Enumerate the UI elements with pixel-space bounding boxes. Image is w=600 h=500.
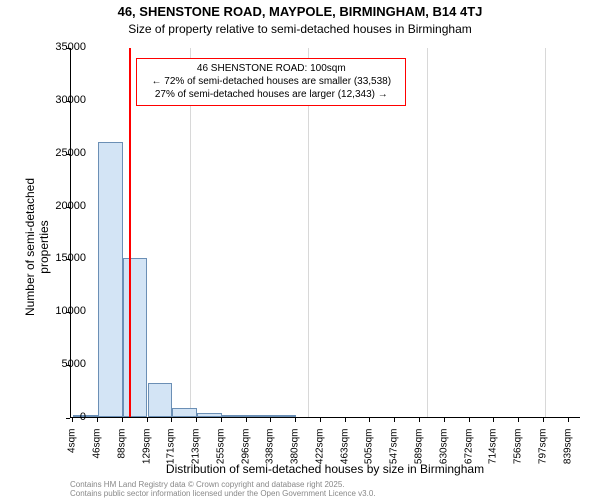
x-tick-mark: [493, 418, 494, 422]
x-tick-mark: [122, 418, 123, 422]
x-tick-mark: [246, 418, 247, 422]
y-tick-label: 35000: [38, 41, 86, 53]
x-tick-mark: [196, 418, 197, 422]
gridline-v: [427, 48, 428, 417]
histogram-bar: [148, 383, 173, 417]
gridline-v: [545, 48, 546, 417]
histogram-bar: [247, 415, 272, 417]
y-tick-mark: [66, 259, 70, 260]
x-tick-mark: [97, 418, 98, 422]
x-tick-mark: [543, 418, 544, 422]
x-tick-mark: [394, 418, 395, 422]
x-tick-mark: [270, 418, 271, 422]
x-tick-mark: [419, 418, 420, 422]
y-tick-label: 0: [38, 411, 86, 423]
x-tick-mark: [369, 418, 370, 422]
y-tick-mark: [66, 101, 70, 102]
x-tick-mark: [295, 418, 296, 422]
property-size-histogram: 46, SHENSTONE ROAD, MAYPOLE, BIRMINGHAM,…: [0, 0, 600, 500]
x-tick-mark: [147, 418, 148, 422]
x-tick-mark: [444, 418, 445, 422]
y-tick-mark: [66, 365, 70, 366]
chart-title: 46, SHENSTONE ROAD, MAYPOLE, BIRMINGHAM,…: [0, 4, 600, 19]
x-tick-mark: [320, 418, 321, 422]
x-tick-mark: [518, 418, 519, 422]
footer-line-1: Contains HM Land Registry data © Crown c…: [70, 480, 580, 489]
chart-subtitle: Size of property relative to semi-detach…: [0, 22, 600, 36]
y-tick-mark: [66, 312, 70, 313]
y-tick-label: 20000: [38, 200, 86, 212]
histogram-bar: [197, 413, 222, 417]
histogram-bar: [123, 258, 147, 417]
y-tick-label: 10000: [38, 305, 86, 317]
reference-line: [129, 48, 131, 417]
x-tick-mark: [72, 418, 73, 422]
x-tick-mark: [221, 418, 222, 422]
x-axis-label: Distribution of semi-detached houses by …: [70, 462, 580, 476]
x-tick-mark: [345, 418, 346, 422]
y-tick-mark: [66, 418, 70, 419]
footer-attribution: Contains HM Land Registry data © Crown c…: [70, 480, 580, 498]
y-tick-label: 25000: [38, 147, 86, 159]
histogram-bar: [172, 408, 197, 418]
y-tick-label: 15000: [38, 252, 86, 264]
annot-line-1: 46 SHENSTONE ROAD: 100sqm: [143, 62, 399, 75]
footer-line-2: Contains public sector information licen…: [70, 489, 580, 498]
y-tick-mark: [66, 154, 70, 155]
y-tick-mark: [66, 207, 70, 208]
y-tick-label: 30000: [38, 94, 86, 106]
annot-line-2: ← 72% of semi-detached houses are smalle…: [143, 75, 399, 88]
plot-area: 46 SHENSTONE ROAD: 100sqm← 72% of semi-d…: [70, 48, 580, 418]
y-tick-label: 5000: [38, 358, 86, 370]
histogram-bar: [271, 415, 296, 417]
x-tick-mark: [171, 418, 172, 422]
histogram-bar: [98, 142, 123, 417]
annotation-box: 46 SHENSTONE ROAD: 100sqm← 72% of semi-d…: [136, 58, 406, 106]
x-tick-mark: [568, 418, 569, 422]
annot-line-3: 27% of semi-detached houses are larger (…: [143, 88, 399, 101]
y-tick-mark: [66, 48, 70, 49]
x-tick-mark: [469, 418, 470, 422]
histogram-bar: [222, 415, 246, 417]
